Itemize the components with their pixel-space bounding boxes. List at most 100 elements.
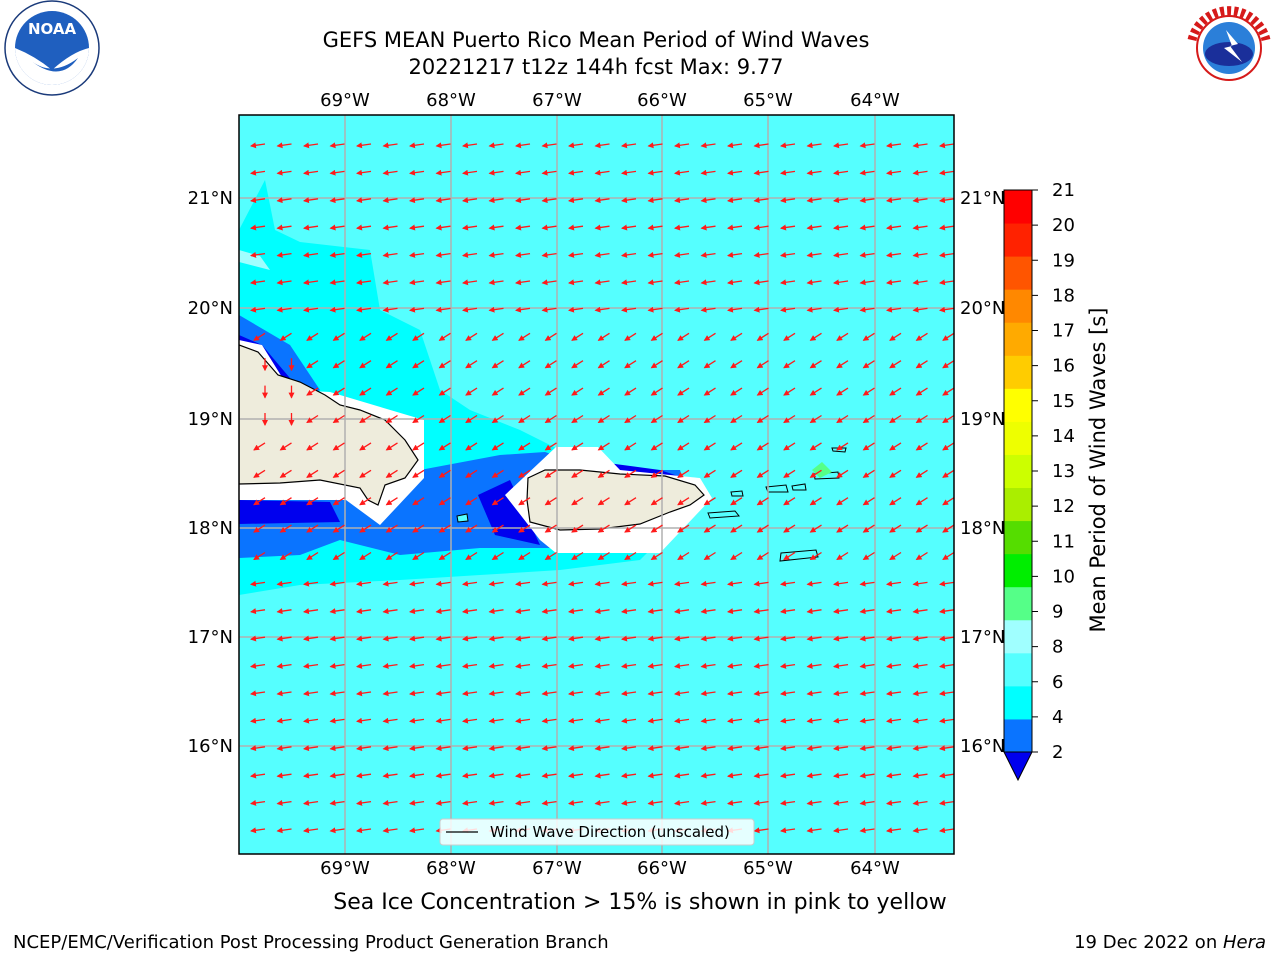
wave-direction-arrow <box>332 332 345 341</box>
wave-direction-arrow <box>624 497 637 506</box>
wave-direction-arrow <box>544 332 557 341</box>
wave-direction-arrow <box>435 279 451 286</box>
wave-direction-arrow <box>703 332 716 341</box>
wave-direction-arrow <box>594 580 610 587</box>
wave-direction-arrow <box>488 772 504 779</box>
wave-direction-arrow <box>753 690 769 697</box>
wave-direction-arrow <box>939 662 954 669</box>
wave-direction-arrow <box>677 497 690 506</box>
wave-direction-arrow <box>409 279 425 286</box>
wave-direction-arrow <box>806 251 822 258</box>
wave-direction-arrow <box>674 197 690 204</box>
wave-direction-arrow <box>912 635 928 642</box>
wave-direction-arrow <box>674 251 690 258</box>
lon-labels-top: 69°W 68°W 67°W 66°W 65°W 64°W <box>320 90 900 111</box>
wave-direction-arrow <box>518 332 531 341</box>
wave-direction-arrow <box>833 306 849 313</box>
lat-labels-right: 21°N 20°N 19°N 18°N 17°N 16°N <box>960 188 1005 757</box>
wave-direction-arrow <box>674 306 690 313</box>
wave-direction-arrow <box>889 469 902 478</box>
wave-direction-arrow <box>915 497 928 506</box>
wave-direction-arrow <box>250 608 266 615</box>
wave-direction-arrow <box>889 551 902 561</box>
wave-direction-arrow <box>621 169 637 176</box>
wave-direction-arrow <box>359 360 372 369</box>
noaa-logo: NOAA <box>4 0 100 96</box>
wave-direction-arrow <box>332 524 345 533</box>
wave-direction-arrow <box>912 279 928 286</box>
colorbar-segment <box>1004 355 1032 389</box>
wave-direction-arrow <box>515 799 531 806</box>
wave-direction-arrow <box>859 279 875 286</box>
wave-direction-arrow <box>780 169 796 176</box>
wave-direction-arrow <box>594 306 610 313</box>
wave-direction-arrow <box>780 717 796 724</box>
colorbar-tick-label: 15 <box>1052 391 1075 412</box>
wave-direction-arrow <box>435 580 451 587</box>
wave-direction-arrow <box>303 662 319 669</box>
wave-direction-arrow <box>250 251 266 258</box>
wave-direction-arrow <box>806 197 822 204</box>
wave-direction-arrow <box>541 279 557 286</box>
wave-direction-arrow <box>783 332 796 341</box>
wave-direction-arrow <box>621 690 637 697</box>
wave-direction-arrow <box>912 251 928 258</box>
wave-direction-arrow <box>703 551 716 561</box>
wave-direction-arrow <box>462 772 478 779</box>
wave-direction-arrow <box>382 717 398 724</box>
lon-label: 64°W <box>850 90 900 111</box>
colorbar-label: Mean Period of Wind Waves [s] <box>1086 308 1110 633</box>
wave-direction-arrow <box>727 142 743 149</box>
wave-direction-arrow <box>912 745 928 752</box>
wave-direction-arrow <box>809 360 822 369</box>
wave-direction-arrow <box>753 142 769 149</box>
wave-direction-arrow <box>700 224 716 231</box>
wave-direction-arrow <box>544 442 557 451</box>
wave-direction-arrow <box>544 524 557 533</box>
wave-direction-arrow <box>541 251 557 258</box>
colorbar-tick-label: 14 <box>1052 426 1075 447</box>
wave-direction-arrow <box>279 442 292 451</box>
colorbar-segment <box>1004 454 1032 489</box>
wave-direction-arrow <box>756 469 769 478</box>
wave-direction-arrow <box>568 772 584 779</box>
wave-direction-arrow <box>859 690 875 697</box>
wave-direction-arrow <box>886 717 902 724</box>
wave-direction-arrow <box>833 279 849 286</box>
wave-direction-arrow <box>329 251 345 258</box>
wave-direction-arrow <box>409 224 425 231</box>
puerto-rico-land <box>526 469 705 531</box>
wave-direction-arrow <box>677 414 690 424</box>
wave-direction-arrow <box>836 551 849 561</box>
colorbar-tick-label: 9 <box>1052 602 1063 623</box>
wave-direction-arrow <box>356 827 372 834</box>
wave-direction-arrow <box>276 197 292 204</box>
wave-direction-arrow <box>568 580 584 587</box>
wave-direction-arrow <box>438 524 451 533</box>
wave-direction-arrow <box>303 197 319 204</box>
wave-direction-arrow <box>862 442 875 451</box>
wave-direction-arrow <box>329 169 345 176</box>
wave-direction-arrow <box>727 662 743 669</box>
wave-direction-arrow <box>833 717 849 724</box>
wave-direction-arrow <box>568 142 584 149</box>
wave-direction-arrow <box>674 608 690 615</box>
wave-direction-arrow <box>833 662 849 669</box>
wave-direction-arrow <box>912 580 928 587</box>
wave-direction-arrow <box>859 224 875 231</box>
wave-direction-arrow <box>942 469 954 478</box>
wave-direction-arrow <box>462 251 478 258</box>
wave-direction-arrow <box>806 142 822 149</box>
wave-direction-arrow <box>409 142 425 149</box>
wave-direction-arrow <box>886 142 902 149</box>
wave-direction-arrow <box>491 524 504 533</box>
wave-direction-arrow <box>836 414 849 424</box>
colorbar-under-arrow <box>1003 751 1033 782</box>
wave-direction-arrow <box>833 827 849 834</box>
wave-direction-arrow <box>809 414 822 424</box>
wave-direction-arrow <box>753 772 769 779</box>
colorbar-segment <box>1004 421 1032 455</box>
wave-direction-arrow <box>250 745 266 752</box>
wave-direction-arrow <box>783 551 796 561</box>
wave-direction-arrow <box>836 360 849 369</box>
